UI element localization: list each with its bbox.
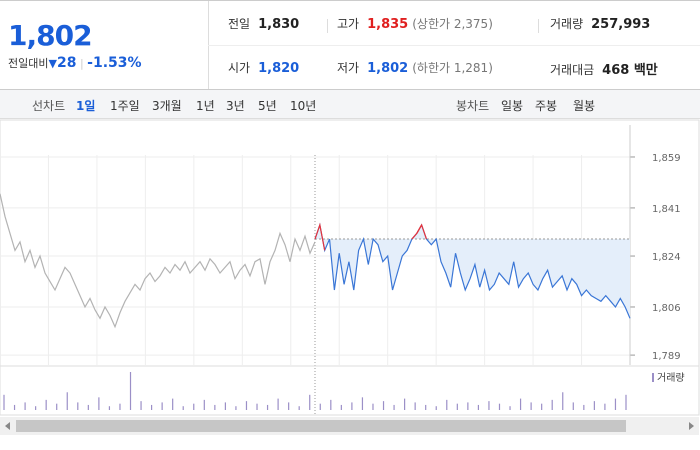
divider xyxy=(208,45,700,46)
stat: 저가 1,802 (하한가 1,281) xyxy=(337,59,493,76)
stat-label: 전일 xyxy=(228,17,251,31)
stat-label: 저가 xyxy=(337,61,360,75)
stat: 시가 1,820 xyxy=(228,59,299,76)
y-tick-label: 1,806 xyxy=(652,303,681,314)
stat-value: 1,802 xyxy=(367,61,409,76)
above-segment xyxy=(416,223,428,240)
series-line xyxy=(314,222,631,319)
series-line xyxy=(0,193,316,329)
tab-label: 봉차트 xyxy=(456,99,490,113)
scroll-thumb xyxy=(16,420,626,432)
change: 전일대비▼28 | -1.53% xyxy=(8,55,142,71)
tab[interactable]: 10년 xyxy=(290,99,317,113)
stat-label: 고가 xyxy=(337,17,360,31)
price: 1,802 xyxy=(8,19,93,52)
stat-value: 468 백만 xyxy=(602,63,658,78)
tab[interactable]: 월봉 xyxy=(573,99,596,113)
scroll-left xyxy=(5,422,10,430)
change-label: 전일대비 xyxy=(8,57,49,70)
stat-value: 1,835 xyxy=(367,17,409,32)
tab[interactable]: 일봉 xyxy=(501,99,524,113)
tab[interactable]: 3년 xyxy=(226,99,245,113)
tab[interactable]: 1년 xyxy=(196,99,215,113)
above-segment xyxy=(314,222,326,251)
divider xyxy=(327,19,328,33)
y-tick-label: 1,841 xyxy=(652,204,681,215)
legend-swatch xyxy=(652,373,654,382)
chart-frame xyxy=(0,119,700,416)
tab-label: 선차트 xyxy=(32,99,66,113)
stat-note: (상한가 2,375) xyxy=(412,17,493,31)
change-value: 28 xyxy=(56,55,77,71)
stat-value: 257,993 xyxy=(591,17,651,32)
stat: 거래대금 468 백만 xyxy=(550,59,658,78)
stat: 거래량 257,993 xyxy=(550,15,650,32)
volume-label: 거래량 xyxy=(657,372,685,384)
stat-value: 1,820 xyxy=(258,61,300,76)
tab[interactable]: 주봉 xyxy=(535,99,558,113)
scroll-right xyxy=(689,422,694,430)
stat-value: 1,830 xyxy=(258,17,300,32)
y-tick-label: 1,859 xyxy=(652,153,681,164)
stat-note: (하한가 1,281) xyxy=(412,61,493,75)
price-box: 1,802 전일대비▼28 | -1.53% xyxy=(0,1,209,89)
stat-label: 시가 xyxy=(228,61,251,75)
stat-label: 거래량 xyxy=(550,17,584,31)
tab[interactable]: 1주일 xyxy=(110,99,140,113)
tab[interactable]: 5년 xyxy=(258,99,277,113)
y-tick-label: 1,789 xyxy=(652,351,681,362)
tab[interactable]: 3개월 xyxy=(152,99,182,113)
stat: 고가 1,835 (상한가 2,375) xyxy=(337,15,493,32)
y-tick-label: 1,824 xyxy=(652,252,681,263)
tab[interactable]: 1일 xyxy=(76,99,96,113)
change-pct: -1.53% xyxy=(87,55,142,71)
stat: 전일 1,830 xyxy=(228,15,299,32)
tab-bar: 선차트 1일 1주일 3개월 1년 3년 5년 10년 봉차트 일봉 주봉 월봉 xyxy=(0,90,700,119)
divider xyxy=(538,19,539,33)
stat-label: 거래대금 xyxy=(550,63,595,77)
quote-panel: 1,802 전일대비▼28 | -1.53% 전일 1,830 고가 1,835 (상한… xyxy=(0,0,700,90)
